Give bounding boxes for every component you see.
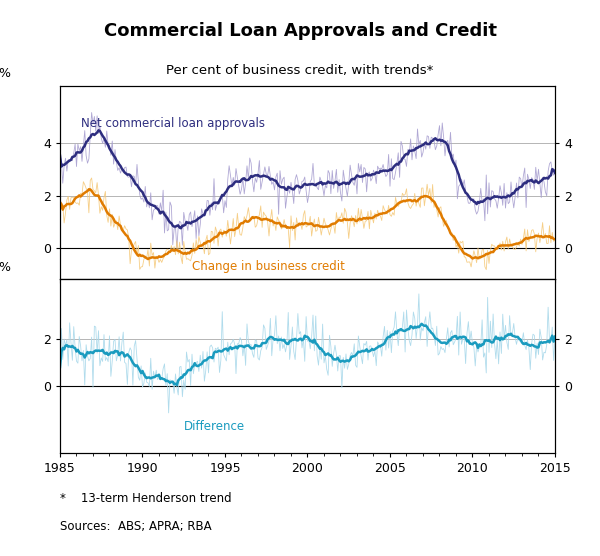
Text: Net commercial loan approvals: Net commercial loan approvals (82, 117, 265, 130)
Text: Per cent of business credit, with trends*: Per cent of business credit, with trends… (166, 64, 434, 77)
Text: Difference: Difference (184, 420, 245, 434)
Text: %: % (0, 67, 11, 81)
Text: Change in business credit: Change in business credit (192, 260, 345, 273)
Text: *    13-term Henderson trend: * 13-term Henderson trend (60, 492, 232, 505)
Text: Commercial Loan Approvals and Credit: Commercial Loan Approvals and Credit (104, 22, 497, 40)
Text: %: % (0, 261, 11, 274)
Text: Sources:  ABS; APRA; RBA: Sources: ABS; APRA; RBA (60, 520, 212, 533)
